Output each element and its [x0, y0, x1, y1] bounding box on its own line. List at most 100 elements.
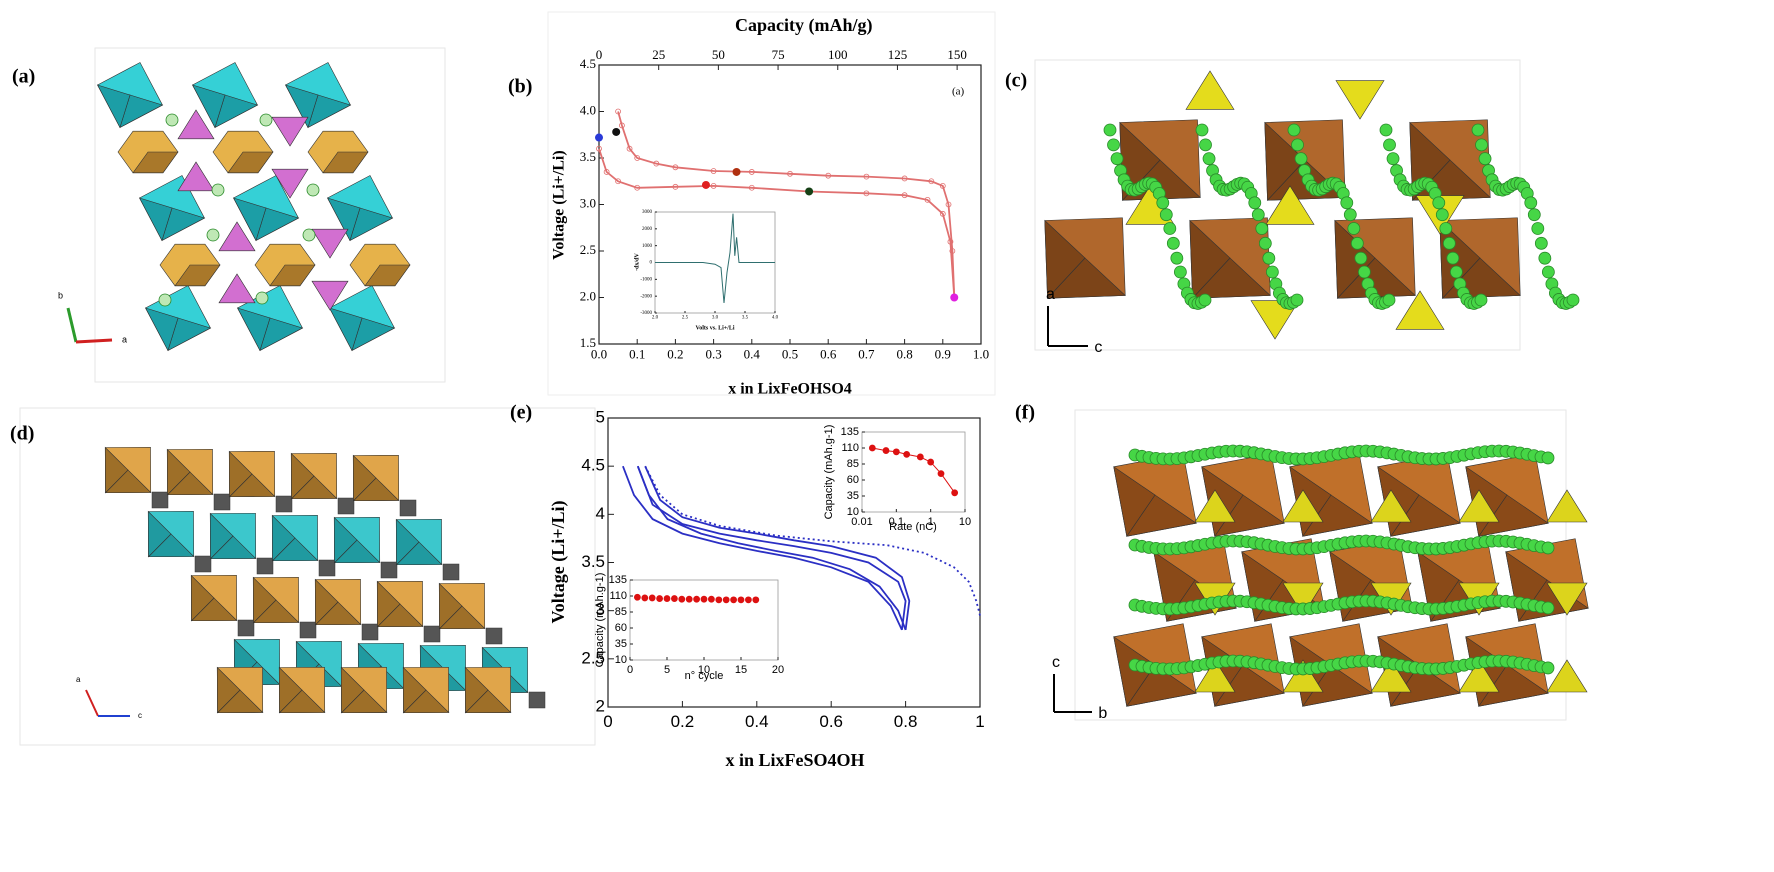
- atom: [259, 113, 273, 127]
- state-point: [950, 293, 959, 302]
- polyhedron: [311, 228, 349, 259]
- x-tick-label: 4.0: [772, 316, 779, 321]
- atom: [1163, 222, 1177, 235]
- polyhedron: [299, 621, 317, 639]
- x-tick-label: 0.8: [894, 712, 918, 731]
- x-tick-label: 20: [772, 664, 784, 676]
- data-line: [655, 213, 775, 303]
- x2-tick-label: 150: [947, 47, 967, 62]
- x-tick-label: 3.5: [742, 316, 749, 321]
- y-tick-label: 4.5: [581, 456, 605, 475]
- y-tick-label: 4.5: [580, 56, 596, 71]
- polyhedron: [423, 625, 441, 643]
- x-tick-label: 10: [698, 664, 710, 676]
- polyhedron: [228, 450, 253, 498]
- polyhedron: [1546, 489, 1588, 523]
- y-tick-label: 3000: [642, 210, 653, 215]
- atom: [1432, 196, 1446, 210]
- polyhedron: [1282, 582, 1324, 616]
- data-point: [901, 192, 908, 199]
- data-line: [636, 465, 907, 631]
- y-tick-label: -1000: [640, 277, 652, 282]
- data-point: [901, 175, 908, 182]
- polyhedron: [278, 666, 303, 714]
- state-point: [595, 133, 603, 142]
- atom: [1343, 208, 1357, 222]
- atom: [1541, 661, 1555, 675]
- y-tick-label: 1000: [642, 244, 653, 249]
- polyhedron: [271, 514, 296, 562]
- data-point: [949, 248, 956, 254]
- polyhedron: [232, 197, 267, 242]
- data-point: [722, 596, 730, 604]
- x-axis-label: x in LixFeOHSO4: [728, 381, 852, 398]
- atom: [1354, 251, 1368, 265]
- atom: [1541, 601, 1555, 615]
- atom: [165, 113, 179, 127]
- x-tick-label: 15: [735, 664, 747, 676]
- data-point: [863, 190, 870, 197]
- plot-area: [629, 579, 779, 661]
- y-tick-label: 3.0: [580, 195, 596, 210]
- axis-name: c: [1052, 654, 1060, 671]
- axis-name: a: [1046, 286, 1055, 303]
- data-line: [636, 465, 907, 631]
- panel-label: (a): [12, 66, 35, 88]
- x2-tick-label: 25: [652, 47, 665, 62]
- data-point: [752, 596, 760, 604]
- data-point: [903, 450, 911, 458]
- state-point: [612, 127, 621, 136]
- atom: [1475, 138, 1488, 152]
- x2-tick-label: 50: [712, 47, 725, 62]
- polyhedron: [1194, 489, 1236, 523]
- x-tick-label: 0.8: [896, 347, 912, 362]
- x-tick-label: 5: [664, 664, 670, 676]
- axis-arrow: [75, 338, 113, 344]
- atom: [206, 228, 220, 242]
- data-point: [653, 160, 660, 167]
- polyhedron: [1395, 290, 1445, 330]
- atom: [1541, 265, 1555, 279]
- polyhedron: [1250, 300, 1300, 340]
- polyhedron: [269, 264, 316, 287]
- x-tick-label: 2.5: [682, 316, 689, 321]
- axis-arrow: [66, 307, 78, 343]
- polyhedron: [442, 563, 460, 581]
- polyhedron: [1370, 659, 1412, 693]
- data-point: [825, 172, 832, 179]
- polyhedron: [376, 580, 401, 628]
- polyhedron: [1546, 659, 1588, 693]
- data-point: [748, 169, 755, 175]
- x-tick-label: 0.2: [667, 347, 683, 362]
- data-line: [622, 465, 903, 631]
- data-line: [598, 148, 956, 298]
- atom: [211, 183, 225, 197]
- polyhedron: [132, 151, 179, 174]
- polyhedron: [271, 168, 309, 199]
- y-tick-label: 3.5: [581, 552, 605, 571]
- polyhedron: [96, 84, 131, 129]
- polyhedron: [227, 151, 274, 174]
- data-point: [924, 196, 931, 203]
- atom: [1386, 152, 1400, 166]
- y-tick-label: 35: [847, 490, 859, 502]
- atom: [1110, 152, 1124, 166]
- x2-tick-label: 125: [888, 47, 908, 62]
- y-tick-label: 2000: [642, 227, 653, 232]
- x-tick-label: 3.0: [712, 316, 719, 321]
- polyhedron: [395, 518, 420, 566]
- y-tick-label: 0: [650, 261, 653, 266]
- y-tick-label: 2.0: [580, 288, 596, 303]
- y-tick-label: 5: [596, 407, 605, 426]
- data-point: [882, 447, 890, 454]
- y-tick-label: 10: [615, 654, 627, 666]
- polyhedron: [340, 666, 365, 714]
- polyhedron: [218, 221, 256, 252]
- y-tick-label: 4: [596, 504, 605, 523]
- polyhedron: [216, 666, 241, 714]
- x-axis-label: Volts vs. Li+/Li: [695, 325, 734, 331]
- atom: [1265, 265, 1279, 279]
- state-point: [732, 167, 741, 176]
